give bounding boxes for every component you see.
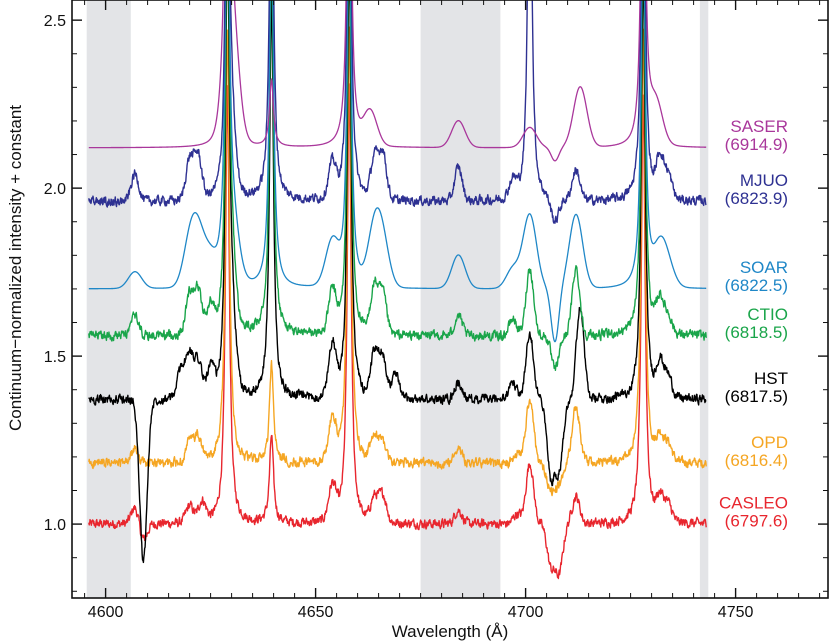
y-tick-label: 1.5 [44,349,66,366]
series-date-soar: (6822.5) [725,276,788,295]
x-tick-label: 4750 [718,604,754,621]
series-label-ctio: CTIO [747,305,788,324]
series-line-opd [88,26,707,497]
y-axis-title: Continuum−normalized intensity + constan… [6,105,25,431]
series-date-ctio: (6818.5) [725,323,788,342]
x-axis-title: Wavelength (Å) [392,622,509,641]
shaded-bands [86,0,709,598]
series-labels: CASLEO(6797.6) OPD(6816.4) HST(6817.5) CTIO… [719,117,788,530]
series-label-saser: SASER [730,117,788,136]
x-tick-label: 4700 [508,604,544,621]
y-tick-label: 2.0 [44,181,66,198]
shaded-band-0 [86,0,131,598]
series-date-mjuo: (6823.9) [725,189,788,208]
y-tick-label: 1.0 [44,517,66,534]
x-tick-label: 4650 [298,604,334,621]
series-date-hst: (6817.5) [725,387,788,406]
series-line-mjuo [88,0,707,224]
series-line-hst [88,0,707,564]
series-label-soar: SOAR [740,258,788,277]
series-date-saser: (6914.9) [725,135,788,154]
series-label-casleo: CASLEO [719,493,788,512]
series-label-hst: HST [754,369,788,388]
axes: 4600 4650 4700 4750 1.0 1.5 2.0 2.5 [44,0,828,621]
series-line-soar [88,0,707,343]
plot-frame [71,0,829,599]
series-line-ctio [88,0,707,371]
series-label-mjuo: MJUO [740,171,788,190]
series-line-saser [88,0,707,162]
series-line-casleo [88,83,707,580]
series-date-opd: (6816.4) [725,451,788,470]
x-tick-label: 4600 [88,604,124,621]
series-label-opd: OPD [751,433,788,452]
y-tick-label: 2.5 [44,13,66,30]
shaded-band-2 [699,0,709,598]
shaded-band-1 [420,0,501,598]
series-layer [88,0,707,580]
series-date-casleo: (6797.6) [725,511,788,530]
